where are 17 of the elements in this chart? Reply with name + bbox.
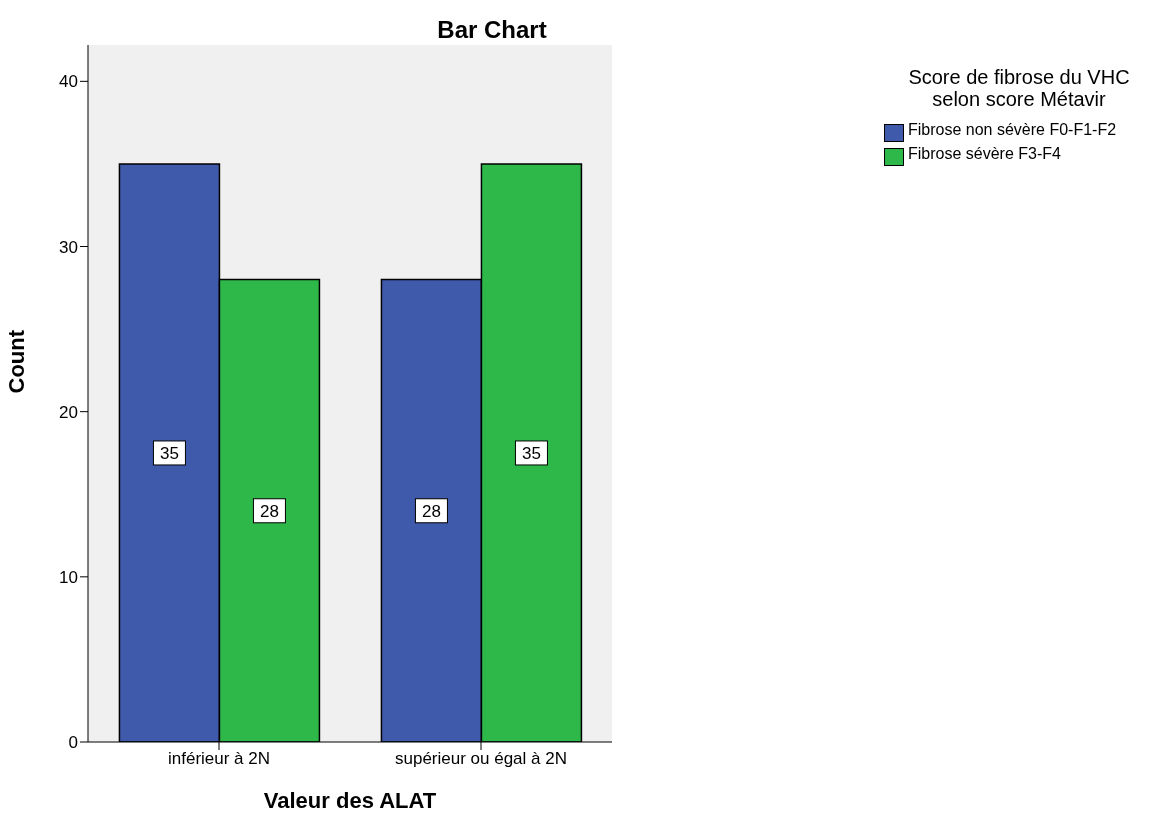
legend-title: Score de fibrose du VHC selon score Métavir xyxy=(907,66,1131,110)
y-tick-label: 40 xyxy=(59,72,78,92)
y-tick-label: 20 xyxy=(59,402,78,422)
x-tick-label: inférieur à 2N xyxy=(167,749,271,769)
data-label: 28 xyxy=(259,501,279,521)
y-tick-label: 0 xyxy=(68,733,78,753)
data-label: 35 xyxy=(159,443,179,463)
data-label: 35 xyxy=(521,443,541,463)
y-tick-label: 30 xyxy=(59,237,78,257)
y-axis-title: Count xyxy=(3,329,29,394)
y-tick-label: 10 xyxy=(59,567,78,587)
data-label: 28 xyxy=(421,501,441,521)
x-tick-label: supérieur ou égal à 2N xyxy=(394,749,568,769)
x-axis-title: Valeur des ALAT xyxy=(263,788,437,813)
legend-label: Fibrose sévère F3-F4 xyxy=(908,145,1062,162)
chart-title: Bar Chart xyxy=(436,16,548,44)
legend-label: Fibrose non sévère F0-F1-F2 xyxy=(908,121,1118,138)
